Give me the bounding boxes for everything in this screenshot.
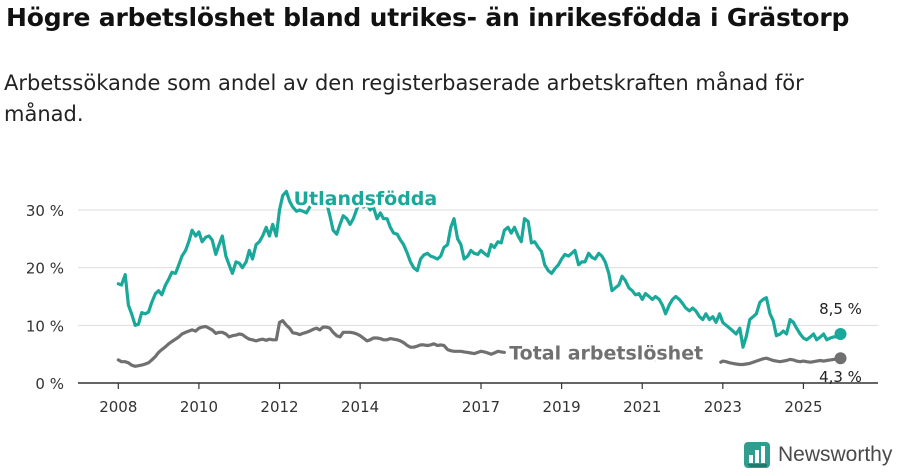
series-end-marker [834, 327, 847, 340]
x-tick-label: 2012 [260, 398, 298, 416]
x-tick-label: 2017 [462, 398, 500, 416]
x-tick-label: 2019 [543, 398, 581, 416]
series-label-total-halo: Total arbetslöshet [509, 342, 703, 364]
x-axis: 2008 2010 2012 2014 2017 2019 2021 2023 2025 [78, 382, 878, 416]
series-line-total [719, 356, 843, 367]
brand-logo: Newsworthy [744, 442, 892, 468]
y-tick-label: 20 % [26, 260, 64, 278]
x-tick-label: 2014 [341, 398, 379, 416]
grid-lines: 0 % 10 % 20 % 30 % [26, 202, 878, 393]
x-tick-label: 2008 [99, 398, 137, 416]
series-label-total: Total arbetslöshet [509, 342, 703, 364]
y-tick-label: 10 % [26, 317, 64, 335]
x-tick-label: 2010 [180, 398, 218, 416]
series-label-utlandsfodda-halo: Utlandsfödda [294, 188, 438, 210]
series-line-utlandsfodda [116, 189, 312, 327]
end-label-total: 4,3 % [819, 368, 862, 386]
chart-title: Högre arbetslöshet bland utrikes- än inr… [6, 3, 850, 32]
x-tick-label: 2021 [623, 398, 661, 416]
brand-name: Newsworthy [778, 443, 893, 466]
x-tick-label: 2025 [784, 398, 822, 416]
newsworthy-logo-icon [744, 442, 770, 468]
chart-subtitle: Arbetssökande som andel av den registerb… [4, 71, 804, 126]
x-tick-label: 2023 [704, 398, 742, 416]
series-end-marker [834, 352, 847, 365]
series-line-utlandsfodda [326, 199, 843, 349]
y-tick-label: 30 % [26, 202, 64, 220]
series-label-utlandsfodda: Utlandsfödda [294, 188, 438, 210]
y-tick-label: 0 % [35, 375, 64, 393]
end-label-utlandsfodda: 8,5 % [819, 300, 862, 318]
series-line-total [116, 319, 506, 368]
series-lines [116, 189, 847, 368]
